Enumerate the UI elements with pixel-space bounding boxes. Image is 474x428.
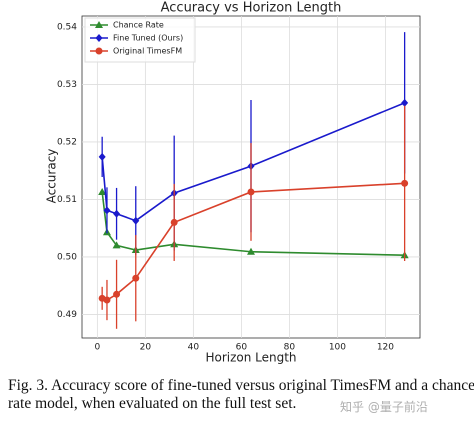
data-point: [170, 218, 178, 226]
caption-line: Fig. 3. Accuracy score of fine-tuned ver…: [8, 377, 474, 394]
y-tick-label: 0.53: [57, 80, 77, 90]
chart-title: Accuracy vs Horizon Length: [161, 1, 342, 16]
data-point: [98, 187, 107, 195]
caption-line: rate model, when evaluated on the full t…: [8, 395, 297, 412]
x-tick-label: 80: [284, 343, 296, 353]
y-tick-label: 0.50: [57, 252, 77, 262]
data-point: [132, 274, 140, 282]
legend-label: Fine Tuned (Ours): [113, 34, 183, 43]
y-tick-label: 0.49: [57, 310, 77, 320]
x-tick-label: 0: [94, 343, 100, 353]
data-point: [103, 206, 111, 215]
legend-marker: [95, 21, 103, 28]
data-point: [132, 216, 140, 225]
y-tick-label: 0.51: [57, 195, 77, 205]
y-tick-label: 0.52: [57, 137, 77, 147]
x-tick-label: 60: [236, 343, 248, 353]
data-point: [113, 209, 121, 218]
caption: Fig. 3. Accuracy score of fine-tuned ver…: [8, 377, 474, 413]
x-axis-label: Horizon Length: [205, 351, 296, 365]
legend-label: Chance Rate: [113, 21, 164, 30]
legend-marker: [95, 47, 103, 55]
y-axis-label: Accuracy: [45, 149, 59, 204]
data-point: [113, 290, 121, 298]
data-point: [247, 247, 255, 255]
data-point: [98, 152, 106, 161]
data-point: [103, 296, 111, 304]
x-tick-label: 40: [188, 343, 200, 353]
watermark: 知乎 @量子前沿: [340, 400, 428, 414]
x-tick-label: 100: [329, 343, 346, 353]
data-point: [247, 188, 255, 196]
data-point: [401, 179, 409, 187]
legend-label: Original TimesFM: [113, 47, 182, 56]
x-tick-label: 120: [377, 343, 394, 353]
data-point: [401, 98, 409, 107]
y-tick-label: 0.54: [57, 22, 77, 32]
chart: Accuracy vs Horizon Length Horizon Lengt…: [45, 1, 421, 365]
x-tick-label: 20: [140, 343, 152, 353]
data-point: [112, 241, 121, 249]
legend-marker: [95, 34, 103, 42]
